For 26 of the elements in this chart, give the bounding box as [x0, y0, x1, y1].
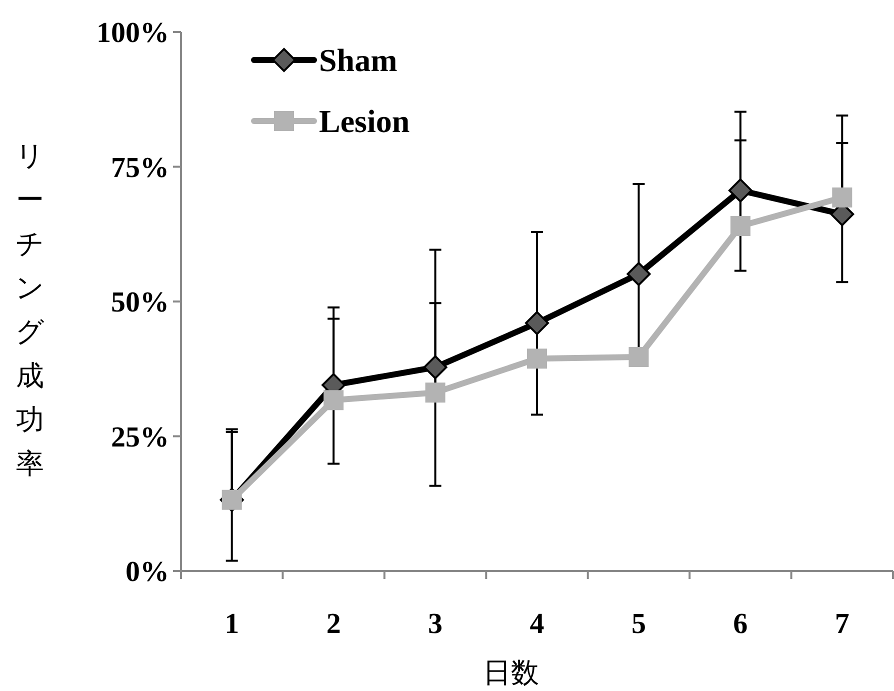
y-tick-label: 50% [111, 286, 169, 318]
x-tick-label: 1 [224, 608, 240, 640]
point [626, 262, 651, 286]
y-tick-label: 75% [111, 152, 169, 184]
legend-label: Sham [319, 42, 398, 78]
x-axis-title: 日数 [483, 658, 539, 689]
point [425, 382, 446, 403]
x-tick-label: 2 [326, 608, 341, 640]
point [832, 187, 852, 208]
y-tick-label: 100% [96, 17, 169, 49]
x-tick-label: 6 [733, 608, 748, 640]
x-tick-label: 3 [428, 608, 443, 640]
point [728, 178, 752, 202]
point [527, 348, 547, 369]
x-tick-label: 5 [631, 608, 646, 640]
y-axis-title: リーチング成功率 [16, 141, 44, 480]
x-tick-label: 4 [530, 608, 544, 640]
point [324, 390, 344, 410]
y-tick-label: 0% [126, 556, 169, 588]
point [628, 347, 649, 368]
x-tick-label: 7 [834, 608, 850, 640]
point [423, 355, 448, 380]
point [525, 311, 549, 336]
y-tick-label: 25% [111, 421, 169, 454]
legend-label: Lesion [319, 103, 410, 139]
point [730, 216, 750, 236]
